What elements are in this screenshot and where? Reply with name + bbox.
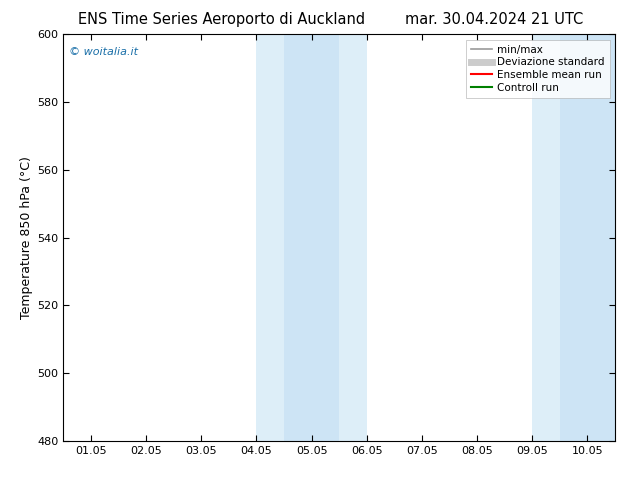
Text: ENS Time Series Aeroporto di Auckland: ENS Time Series Aeroporto di Auckland <box>79 12 365 27</box>
Legend: min/max, Deviazione standard, Ensemble mean run, Controll run: min/max, Deviazione standard, Ensemble m… <box>466 40 610 98</box>
Text: mar. 30.04.2024 21 UTC: mar. 30.04.2024 21 UTC <box>405 12 584 27</box>
Bar <box>560 34 615 441</box>
Bar <box>533 34 560 441</box>
Bar <box>284 34 339 441</box>
Bar <box>339 34 367 441</box>
Y-axis label: Temperature 850 hPa (°C): Temperature 850 hPa (°C) <box>20 156 33 319</box>
Bar <box>256 34 284 441</box>
Text: © woitalia.it: © woitalia.it <box>69 47 138 56</box>
